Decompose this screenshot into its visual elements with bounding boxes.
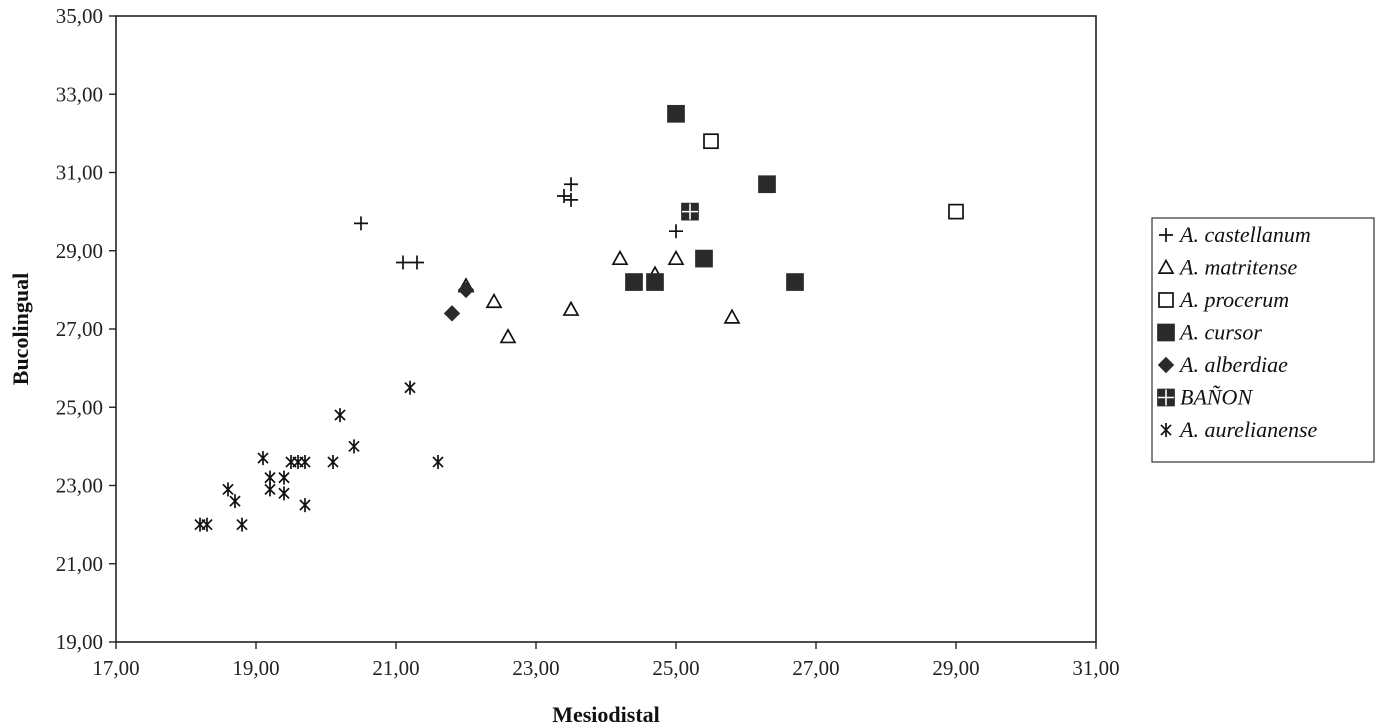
data-point [457, 281, 475, 299]
data-point [334, 408, 346, 423]
series-asterisk [194, 380, 444, 532]
legend-marker [1158, 292, 1174, 308]
data-point [264, 482, 276, 497]
legend-marker [1157, 258, 1175, 274]
data-point [299, 455, 311, 470]
data-point [667, 249, 685, 266]
plot-area [115, 15, 1097, 643]
data-point [786, 273, 804, 291]
data-point [485, 292, 503, 309]
data-point [264, 470, 276, 485]
legend-label: BAÑON [1180, 385, 1253, 410]
data-point [625, 273, 643, 291]
legend-label: A. matritense [1178, 255, 1298, 280]
data-point [222, 482, 234, 497]
data-point [201, 517, 213, 532]
x-tick-label: 19,00 [232, 656, 279, 680]
series-square-filled [625, 104, 804, 291]
x-axis-title: Mesiodistal [552, 702, 660, 727]
series-diamond [443, 281, 475, 322]
x-tick-label: 17,00 [92, 656, 139, 680]
y-tick-label: 35,00 [56, 4, 103, 28]
data-point [695, 249, 713, 268]
y-tick-label: 31,00 [56, 161, 103, 185]
series-plus [354, 177, 683, 270]
y-tick-label: 33,00 [56, 82, 103, 106]
legend-marker [1160, 423, 1172, 437]
y-tick-label: 29,00 [56, 239, 103, 263]
data-point [758, 175, 776, 194]
data-point [564, 192, 578, 207]
data-point [327, 455, 339, 470]
data-point [564, 177, 578, 192]
legend-label: A. alberdiae [1178, 352, 1288, 377]
series-square-cross [681, 202, 699, 221]
x-tick-label: 21,00 [372, 656, 419, 680]
data-point [236, 517, 248, 532]
data-point [948, 203, 964, 220]
series-square-open [703, 133, 964, 220]
legend-box [1151, 217, 1375, 463]
legend-label: A. aurelianense [1178, 417, 1317, 442]
data-point [646, 273, 664, 291]
data-points [194, 104, 964, 532]
legend: A. castellanum A. matritense A. procerum A.… [1151, 217, 1375, 463]
data-point [299, 498, 311, 513]
data-point [723, 308, 741, 324]
x-tick-label: 29,00 [932, 656, 979, 680]
data-point [562, 300, 580, 316]
data-point [354, 216, 368, 231]
data-point [257, 451, 269, 466]
data-point [229, 494, 241, 509]
legend-marker [1157, 323, 1175, 342]
data-point [669, 224, 683, 239]
y-tick-label: 23,00 [56, 474, 103, 498]
x-tick-label: 23,00 [512, 656, 559, 680]
data-point [278, 470, 290, 485]
axis-ticks: 17,00 19,00 21,00 23,00 25,00 27,00 29,00 31,00… [56, 4, 1120, 680]
data-point [410, 255, 424, 270]
y-axis-title: Bucolingual [8, 273, 33, 385]
legend-label: A. cursor [1178, 320, 1262, 345]
data-point [499, 328, 517, 344]
y-tick-label: 21,00 [56, 552, 103, 576]
data-point [278, 486, 290, 501]
data-point [432, 455, 444, 470]
legend-marker [1158, 389, 1174, 406]
x-tick-label: 27,00 [792, 656, 839, 680]
y-tick-label: 27,00 [56, 317, 103, 341]
legend-marker [1159, 228, 1173, 242]
legend-label: A. castellanum [1178, 222, 1311, 247]
legend-marker [1157, 356, 1175, 374]
y-tick-label: 25,00 [56, 395, 103, 419]
data-point [682, 203, 698, 220]
data-point [703, 133, 719, 150]
data-point [443, 305, 461, 322]
data-point [611, 249, 629, 266]
x-tick-label: 31,00 [1072, 656, 1119, 680]
y-tick-label: 19,00 [56, 630, 103, 654]
data-point [348, 439, 360, 454]
data-point [404, 380, 416, 395]
legend-label: A. procerum [1178, 287, 1289, 312]
data-point [396, 255, 410, 270]
x-tick-label: 25,00 [652, 656, 699, 680]
data-point [667, 104, 685, 123]
